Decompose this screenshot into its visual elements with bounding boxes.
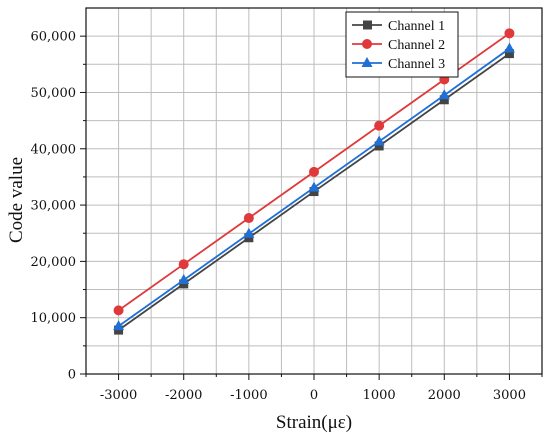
axes-layer: -3000 -2000 -1000 0 1000 2000 3000 0 10,000 20,00… [31,7,543,403]
y-tick-label: 40,000 [31,142,77,157]
data-point [373,135,385,146]
x-tick-label: -1000 [230,388,267,403]
x-tick-label: 1000 [363,388,396,403]
data-point [438,89,450,100]
y-axis-title: Code value [6,157,27,243]
series-3 [113,42,515,331]
legend: Channel 1 Channel 2 Channel 3 [345,11,459,78]
y-tick-label: 60,000 [31,30,77,45]
legend-label: Channel 1 [388,19,445,34]
y-tick-label: 0 [68,368,76,383]
data-point [308,181,320,192]
series-layer [113,28,515,335]
y-tick-label: 10,000 [31,311,77,326]
data-point [374,120,385,131]
x-tick-label: 0 [310,388,318,403]
legend-marker [363,20,372,30]
x-tick-label: 3000 [493,388,526,403]
x-tick-label: -2000 [165,388,202,403]
x-axis-title: Strain(με) [276,412,352,433]
legend-label: Channel 3 [388,57,445,72]
y-tick-label: 30,000 [31,199,77,214]
legend-marker [361,57,373,67]
legend-marker [362,39,372,49]
data-point [439,95,449,105]
data-point [374,141,384,151]
legend-label: Channel 2 [388,38,445,53]
data-point [178,273,190,284]
x-tick-label: 2000 [428,388,461,403]
y-tick-label: 20,000 [31,255,77,270]
data-point [504,49,514,59]
data-point [309,166,319,177]
data-point [113,305,124,316]
data-point [503,42,515,53]
data-point [178,259,189,270]
data-point [504,28,515,39]
data-point [243,213,254,224]
x-tick-label: -3000 [100,388,137,403]
data-point [113,320,125,331]
data-point [243,227,255,238]
y-tick-label: 50,000 [31,86,77,101]
